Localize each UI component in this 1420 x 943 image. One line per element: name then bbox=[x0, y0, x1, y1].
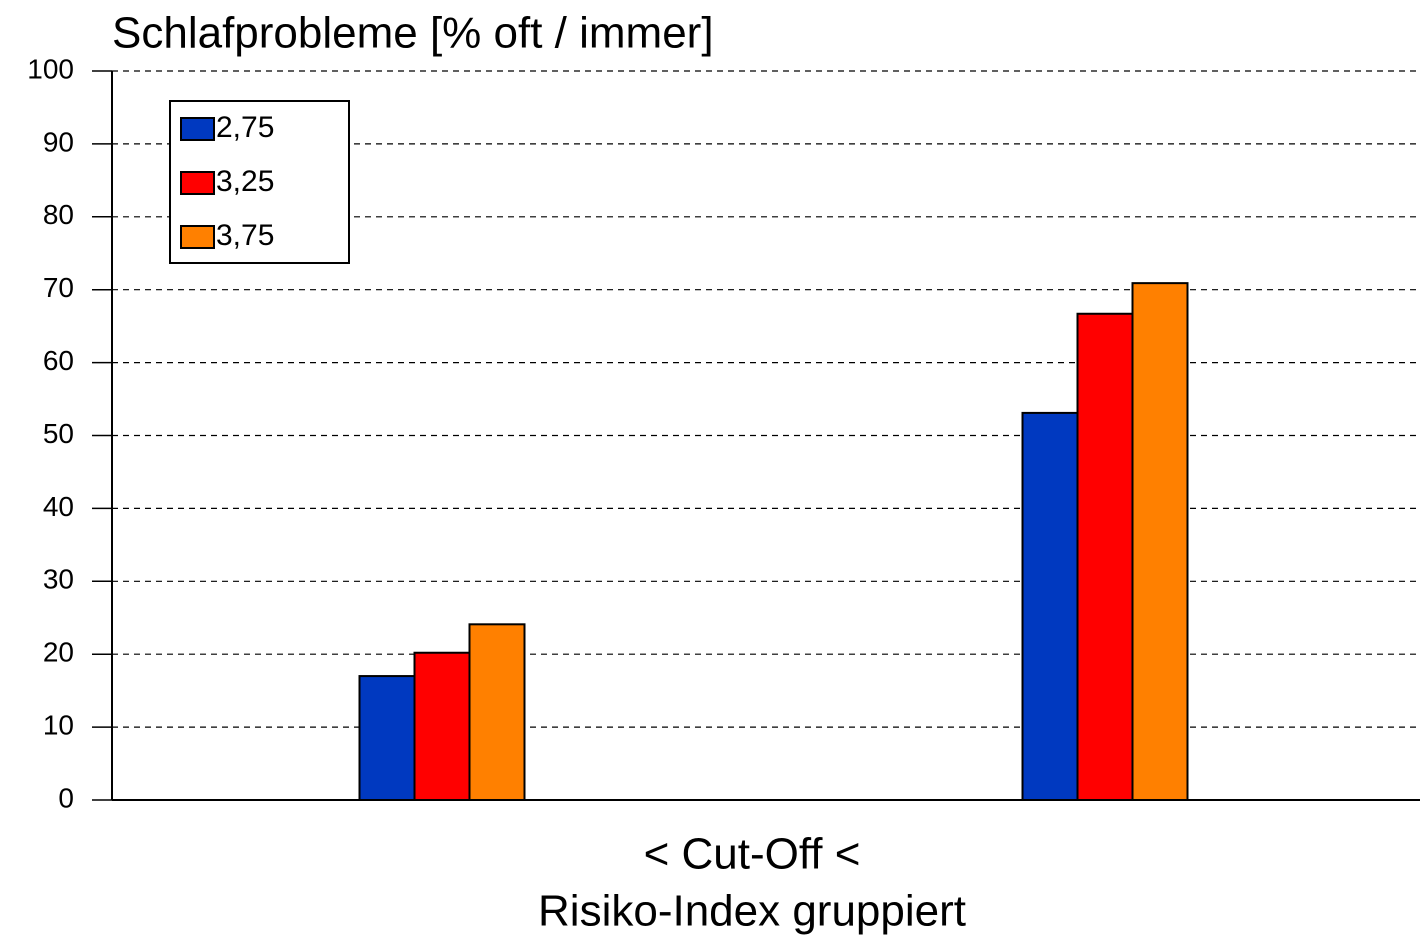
legend-label: 2,75 bbox=[216, 111, 274, 144]
bar bbox=[413, 651, 471, 801]
y-tick-label: 50 bbox=[43, 418, 74, 449]
y-tick-label: 90 bbox=[43, 126, 74, 157]
legend-swatch bbox=[180, 117, 215, 141]
y-tick-label: 40 bbox=[43, 491, 74, 522]
chart-title: Schlafprobleme [% oft / immer] bbox=[112, 9, 714, 58]
bar bbox=[1131, 282, 1189, 802]
legend-swatch bbox=[180, 225, 215, 249]
y-tick-label: 30 bbox=[43, 564, 74, 595]
bar bbox=[1076, 312, 1134, 801]
y-tick-label: 100 bbox=[27, 53, 74, 84]
y-tick-label: 80 bbox=[43, 199, 74, 230]
x-axis-label: Risiko-Index gruppiert bbox=[538, 887, 966, 936]
bar bbox=[1021, 411, 1079, 801]
y-tick-label: 20 bbox=[43, 637, 74, 668]
bar bbox=[358, 675, 416, 802]
legend-swatch bbox=[180, 171, 215, 195]
legend-label: 3,25 bbox=[216, 165, 274, 198]
y-tick-label: 10 bbox=[43, 709, 74, 740]
y-tick-label: 0 bbox=[58, 782, 74, 813]
y-tick-label: 60 bbox=[43, 345, 74, 376]
x-axis-label: < Cut-Off < bbox=[644, 830, 861, 879]
bar bbox=[468, 623, 526, 801]
legend-label: 3,75 bbox=[216, 219, 274, 252]
y-tick-label: 70 bbox=[43, 272, 74, 303]
